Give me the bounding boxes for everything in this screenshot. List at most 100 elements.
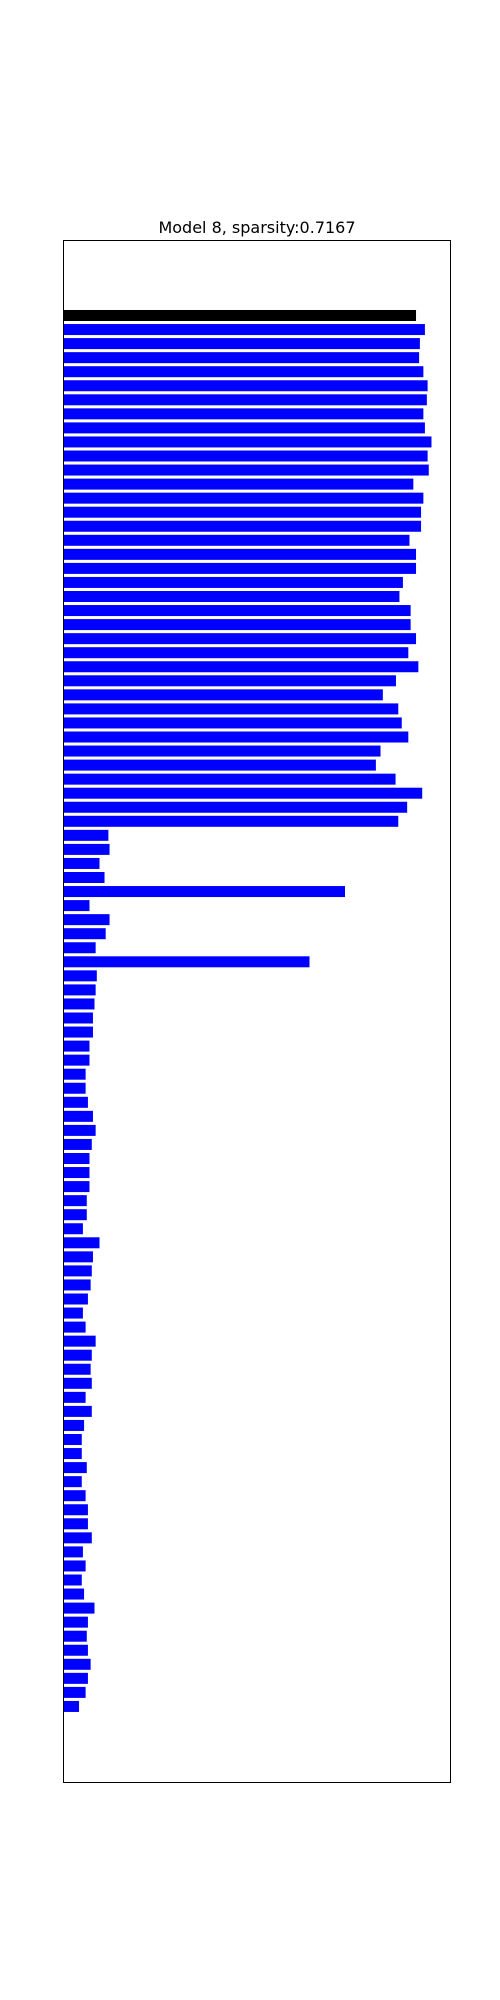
bar — [64, 619, 411, 631]
bar — [64, 1054, 90, 1066]
bar — [64, 1265, 92, 1277]
bar — [64, 1448, 82, 1460]
bar — [64, 1026, 93, 1038]
bar — [64, 1686, 86, 1698]
bar — [64, 576, 403, 588]
bar — [64, 548, 417, 560]
bar — [64, 605, 411, 617]
bar — [64, 801, 408, 813]
bar — [64, 464, 429, 476]
bar — [64, 1082, 86, 1094]
bar — [64, 661, 419, 673]
bar — [64, 1588, 85, 1600]
bar — [64, 520, 422, 532]
bar — [64, 1237, 100, 1249]
bar — [64, 1462, 87, 1474]
bar — [64, 745, 381, 757]
bar — [64, 1068, 86, 1080]
bar — [64, 1096, 88, 1108]
bar — [64, 1279, 91, 1291]
bar — [64, 998, 95, 1010]
bar — [64, 1560, 86, 1572]
bar — [64, 1490, 86, 1502]
bar — [64, 1349, 92, 1361]
bar — [64, 1293, 88, 1305]
bar — [64, 1040, 90, 1052]
bar — [64, 773, 396, 785]
bar — [64, 1321, 86, 1333]
bar — [64, 394, 427, 406]
bar — [64, 914, 110, 926]
bar — [64, 872, 105, 883]
bar — [64, 843, 110, 855]
bar — [64, 324, 425, 336]
bar — [64, 942, 96, 954]
bar-series — [64, 310, 432, 1712]
bar — [64, 1476, 82, 1488]
bar — [64, 1209, 87, 1221]
bar — [64, 928, 106, 940]
bar — [64, 338, 420, 350]
bar — [64, 689, 383, 701]
bar — [64, 1195, 87, 1207]
bar — [64, 1419, 85, 1431]
bar — [64, 1335, 96, 1347]
bar — [64, 787, 423, 799]
bar — [64, 562, 417, 574]
bar — [64, 703, 399, 715]
bar — [64, 1363, 91, 1375]
bar — [64, 1391, 86, 1403]
bar — [64, 506, 422, 518]
bar — [64, 1532, 92, 1544]
bar — [64, 1616, 88, 1628]
bar — [64, 1110, 93, 1122]
bar — [64, 436, 432, 448]
bar — [64, 1434, 82, 1445]
bar — [64, 984, 96, 996]
bar — [64, 759, 376, 771]
bar — [64, 1518, 88, 1530]
bar — [64, 1223, 83, 1235]
bar — [64, 717, 402, 729]
bar — [64, 1644, 88, 1656]
chart-title: Model 8, sparsity:0.7167 — [158, 218, 355, 237]
bar — [64, 478, 414, 490]
bar — [64, 1405, 92, 1417]
bar — [64, 408, 424, 420]
bar — [64, 534, 410, 546]
bar — [64, 366, 424, 378]
bar-highlighted — [64, 310, 417, 321]
plot-frame — [63, 240, 451, 1783]
bar — [64, 1181, 90, 1193]
bar — [64, 675, 396, 687]
bar — [64, 1630, 87, 1642]
bar — [64, 1124, 96, 1136]
bar — [64, 1377, 92, 1389]
bar — [64, 900, 90, 912]
bar — [64, 829, 109, 841]
bar — [64, 1153, 90, 1164]
bar — [64, 1700, 80, 1712]
bar — [64, 1251, 93, 1263]
bar — [64, 450, 428, 462]
bar — [64, 970, 97, 982]
bar — [64, 1138, 92, 1150]
bar — [64, 352, 420, 364]
bar — [64, 1504, 88, 1516]
bar — [64, 857, 100, 869]
bar — [64, 1658, 91, 1670]
bar — [64, 591, 400, 602]
bar — [64, 633, 417, 645]
bar — [64, 380, 428, 392]
bar — [64, 1167, 90, 1179]
bar — [64, 886, 346, 898]
bar — [64, 1574, 82, 1586]
bar — [64, 1672, 88, 1684]
bar — [64, 1602, 95, 1614]
bar — [64, 956, 310, 968]
bar — [64, 647, 409, 659]
bar — [64, 492, 424, 504]
bar — [64, 1307, 83, 1319]
bar — [64, 422, 425, 434]
